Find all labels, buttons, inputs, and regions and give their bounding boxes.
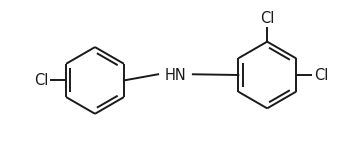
Text: HN: HN (165, 68, 186, 82)
Text: Cl: Cl (314, 68, 329, 82)
Text: Cl: Cl (33, 73, 48, 88)
Text: Cl: Cl (260, 11, 274, 26)
